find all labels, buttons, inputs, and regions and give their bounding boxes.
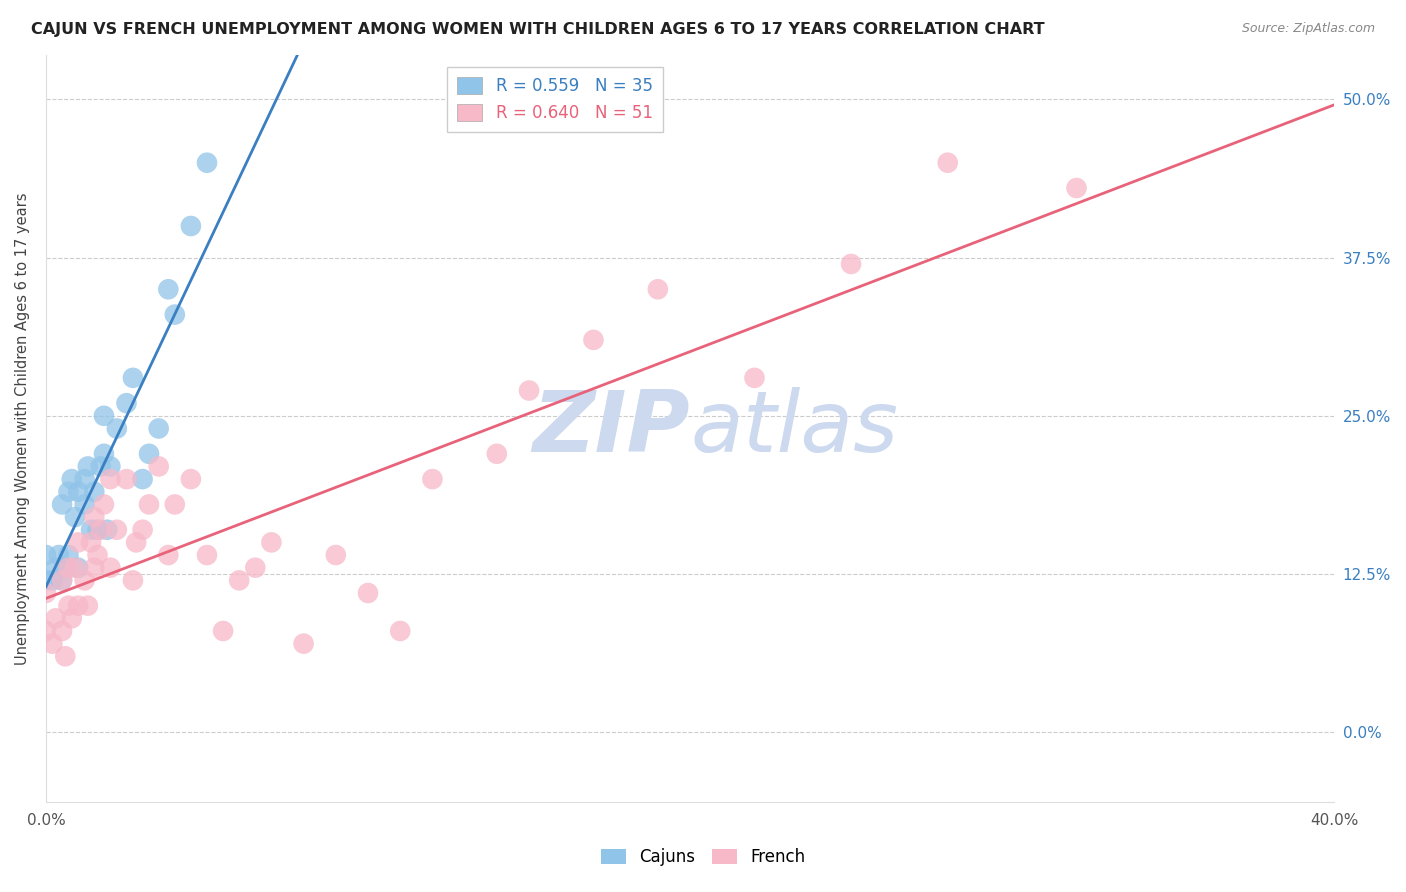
Point bbox=[63, 510, 86, 524]
Point bbox=[260, 535, 283, 549]
Point bbox=[83, 510, 105, 524]
Point bbox=[195, 548, 218, 562]
Point bbox=[51, 574, 73, 588]
Point bbox=[35, 624, 58, 638]
Point bbox=[325, 548, 347, 562]
Point bbox=[131, 472, 153, 486]
Point bbox=[422, 472, 444, 486]
Point bbox=[41, 574, 63, 588]
Point bbox=[53, 560, 76, 574]
Text: atlas: atlas bbox=[690, 387, 898, 470]
Point bbox=[105, 523, 128, 537]
Point bbox=[163, 308, 186, 322]
Point bbox=[157, 282, 180, 296]
Point bbox=[245, 560, 267, 574]
Point bbox=[517, 384, 540, 398]
Point bbox=[157, 548, 180, 562]
Text: Source: ZipAtlas.com: Source: ZipAtlas.com bbox=[1241, 22, 1375, 36]
Y-axis label: Unemployment Among Women with Children Ages 6 to 17 years: Unemployment Among Women with Children A… bbox=[15, 193, 30, 665]
Point bbox=[76, 459, 98, 474]
Point bbox=[67, 535, 90, 549]
Point bbox=[138, 497, 160, 511]
Point bbox=[485, 447, 508, 461]
Legend: R = 0.559   N = 35, R = 0.640   N = 51: R = 0.559 N = 35, R = 0.640 N = 51 bbox=[447, 67, 662, 132]
Point bbox=[90, 523, 112, 537]
Point bbox=[83, 484, 105, 499]
Point bbox=[35, 548, 58, 562]
Point bbox=[96, 523, 118, 537]
Point bbox=[292, 637, 315, 651]
Point bbox=[58, 484, 80, 499]
Point bbox=[105, 421, 128, 435]
Point bbox=[58, 560, 80, 574]
Point bbox=[48, 548, 70, 562]
Point bbox=[35, 574, 58, 588]
Point bbox=[90, 459, 112, 474]
Point bbox=[80, 523, 103, 537]
Point bbox=[100, 459, 122, 474]
Point bbox=[125, 535, 148, 549]
Point bbox=[53, 649, 76, 664]
Point bbox=[100, 560, 122, 574]
Point bbox=[357, 586, 380, 600]
Point bbox=[647, 282, 669, 296]
Point bbox=[148, 421, 170, 435]
Point bbox=[67, 560, 90, 574]
Point bbox=[936, 155, 959, 169]
Point bbox=[60, 611, 83, 625]
Point bbox=[86, 523, 108, 537]
Point bbox=[45, 611, 67, 625]
Point bbox=[41, 637, 63, 651]
Point bbox=[122, 574, 145, 588]
Point bbox=[60, 472, 83, 486]
Legend: Cajuns, French: Cajuns, French bbox=[592, 840, 814, 875]
Point bbox=[93, 447, 115, 461]
Point bbox=[67, 484, 90, 499]
Point bbox=[115, 472, 138, 486]
Point bbox=[58, 599, 80, 613]
Point bbox=[148, 459, 170, 474]
Point bbox=[63, 560, 86, 574]
Point bbox=[35, 586, 58, 600]
Point bbox=[100, 472, 122, 486]
Text: ZIP: ZIP bbox=[533, 387, 690, 470]
Point bbox=[80, 535, 103, 549]
Point bbox=[839, 257, 862, 271]
Point bbox=[122, 371, 145, 385]
Point bbox=[195, 155, 218, 169]
Point bbox=[163, 497, 186, 511]
Point bbox=[83, 560, 105, 574]
Point bbox=[93, 409, 115, 423]
Point bbox=[51, 574, 73, 588]
Point bbox=[45, 560, 67, 574]
Point bbox=[228, 574, 250, 588]
Point bbox=[138, 447, 160, 461]
Point bbox=[115, 396, 138, 410]
Point bbox=[73, 497, 96, 511]
Point bbox=[744, 371, 766, 385]
Point bbox=[1066, 181, 1088, 195]
Point bbox=[58, 548, 80, 562]
Point bbox=[76, 599, 98, 613]
Point bbox=[389, 624, 412, 638]
Point bbox=[73, 472, 96, 486]
Point bbox=[93, 497, 115, 511]
Point bbox=[180, 472, 202, 486]
Point bbox=[180, 219, 202, 233]
Point bbox=[73, 574, 96, 588]
Text: CAJUN VS FRENCH UNEMPLOYMENT AMONG WOMEN WITH CHILDREN AGES 6 TO 17 YEARS CORREL: CAJUN VS FRENCH UNEMPLOYMENT AMONG WOMEN… bbox=[31, 22, 1045, 37]
Point bbox=[67, 599, 90, 613]
Point bbox=[51, 497, 73, 511]
Point bbox=[212, 624, 235, 638]
Point bbox=[86, 548, 108, 562]
Point bbox=[51, 624, 73, 638]
Point bbox=[131, 523, 153, 537]
Point bbox=[582, 333, 605, 347]
